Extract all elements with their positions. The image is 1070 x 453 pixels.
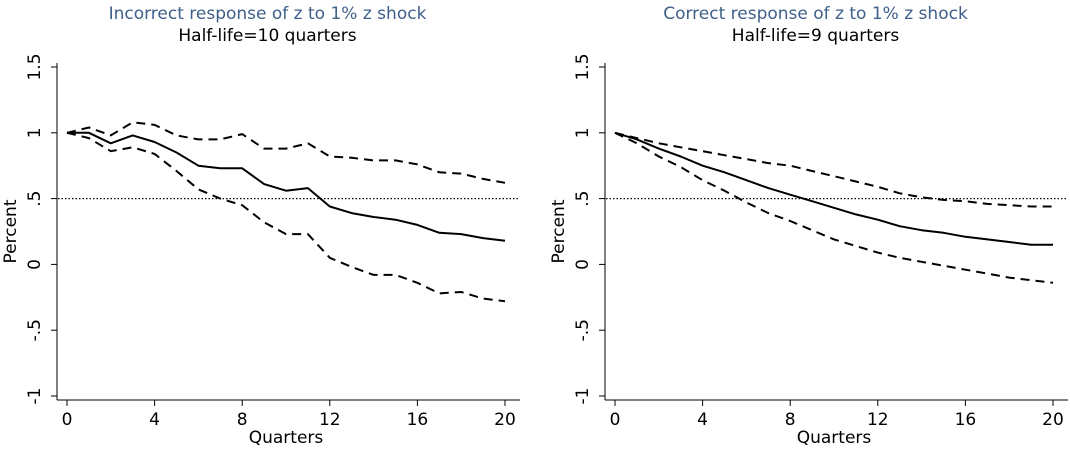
y-tick-label: 1.5 [573,53,593,80]
x-tick-label: 8 [237,410,248,430]
x-tick-label: 4 [149,410,160,430]
y-tick-label: -1 [573,388,593,405]
series-line-bound-2 [614,131,1054,284]
y-tick-label: .5 [25,190,45,206]
y-tick-label: -.5 [25,319,45,341]
x-tick-label: 16 [407,410,429,430]
x-tick-label: 0 [62,410,73,430]
series-line-estimate [614,131,1053,246]
x-tick-label: 20 [1042,410,1064,430]
y-axis-label: Percent [549,199,569,263]
x-tick-label: 12 [319,410,341,430]
line-chart-right: -1 -.5 0 .5 1 1.5 0 4 8 12 16 20 Quarters Percent [549,53,1068,448]
y-tick-label: .5 [573,190,593,206]
x-tick-label: 16 [955,410,977,430]
x-axis-label: Quarters [249,428,324,448]
x-tick-label: 4 [697,410,708,430]
series-line-bound-1 [614,131,1053,208]
chart-subtitle: Half-life=10 quarters [178,26,357,46]
chart-title: Correct response of z to 1% z shock [663,4,968,24]
chart-panel-left: Incorrect response of z to 1% z shock Ha… [1,4,520,448]
chart-panel-right: Correct response of z to 1% z shock Half… [548,0,1070,453]
y-tick-label: 0 [573,259,593,270]
x-tick-label: 0 [610,410,621,430]
y-tick-label: -1 [25,388,45,405]
series-line-estimate [67,131,506,242]
x-tick-label: 20 [494,410,516,430]
y-axis-label: Percent [1,199,21,263]
x-axis-label: Quarters [797,428,872,448]
series-line-bound-1 [66,121,506,184]
line-chart-left: -1 -.5 0 .5 1 1.5 0 4 8 12 16 20 Quarters Percent [1,53,520,448]
x-tick-label: 8 [785,410,796,430]
series-line-bound-2 [66,131,506,303]
x-tick-label: 12 [867,410,889,430]
chart-subtitle: Half-life=9 quarters [731,26,900,46]
y-tick-label: 1 [573,127,593,138]
y-tick-label: -.5 [573,319,593,341]
y-tick-label: 1.5 [25,53,45,80]
y-tick-label: 1 [25,127,45,138]
chart-title: Incorrect response of z to 1% z shock [108,4,427,24]
y-tick-label: 0 [25,259,45,270]
